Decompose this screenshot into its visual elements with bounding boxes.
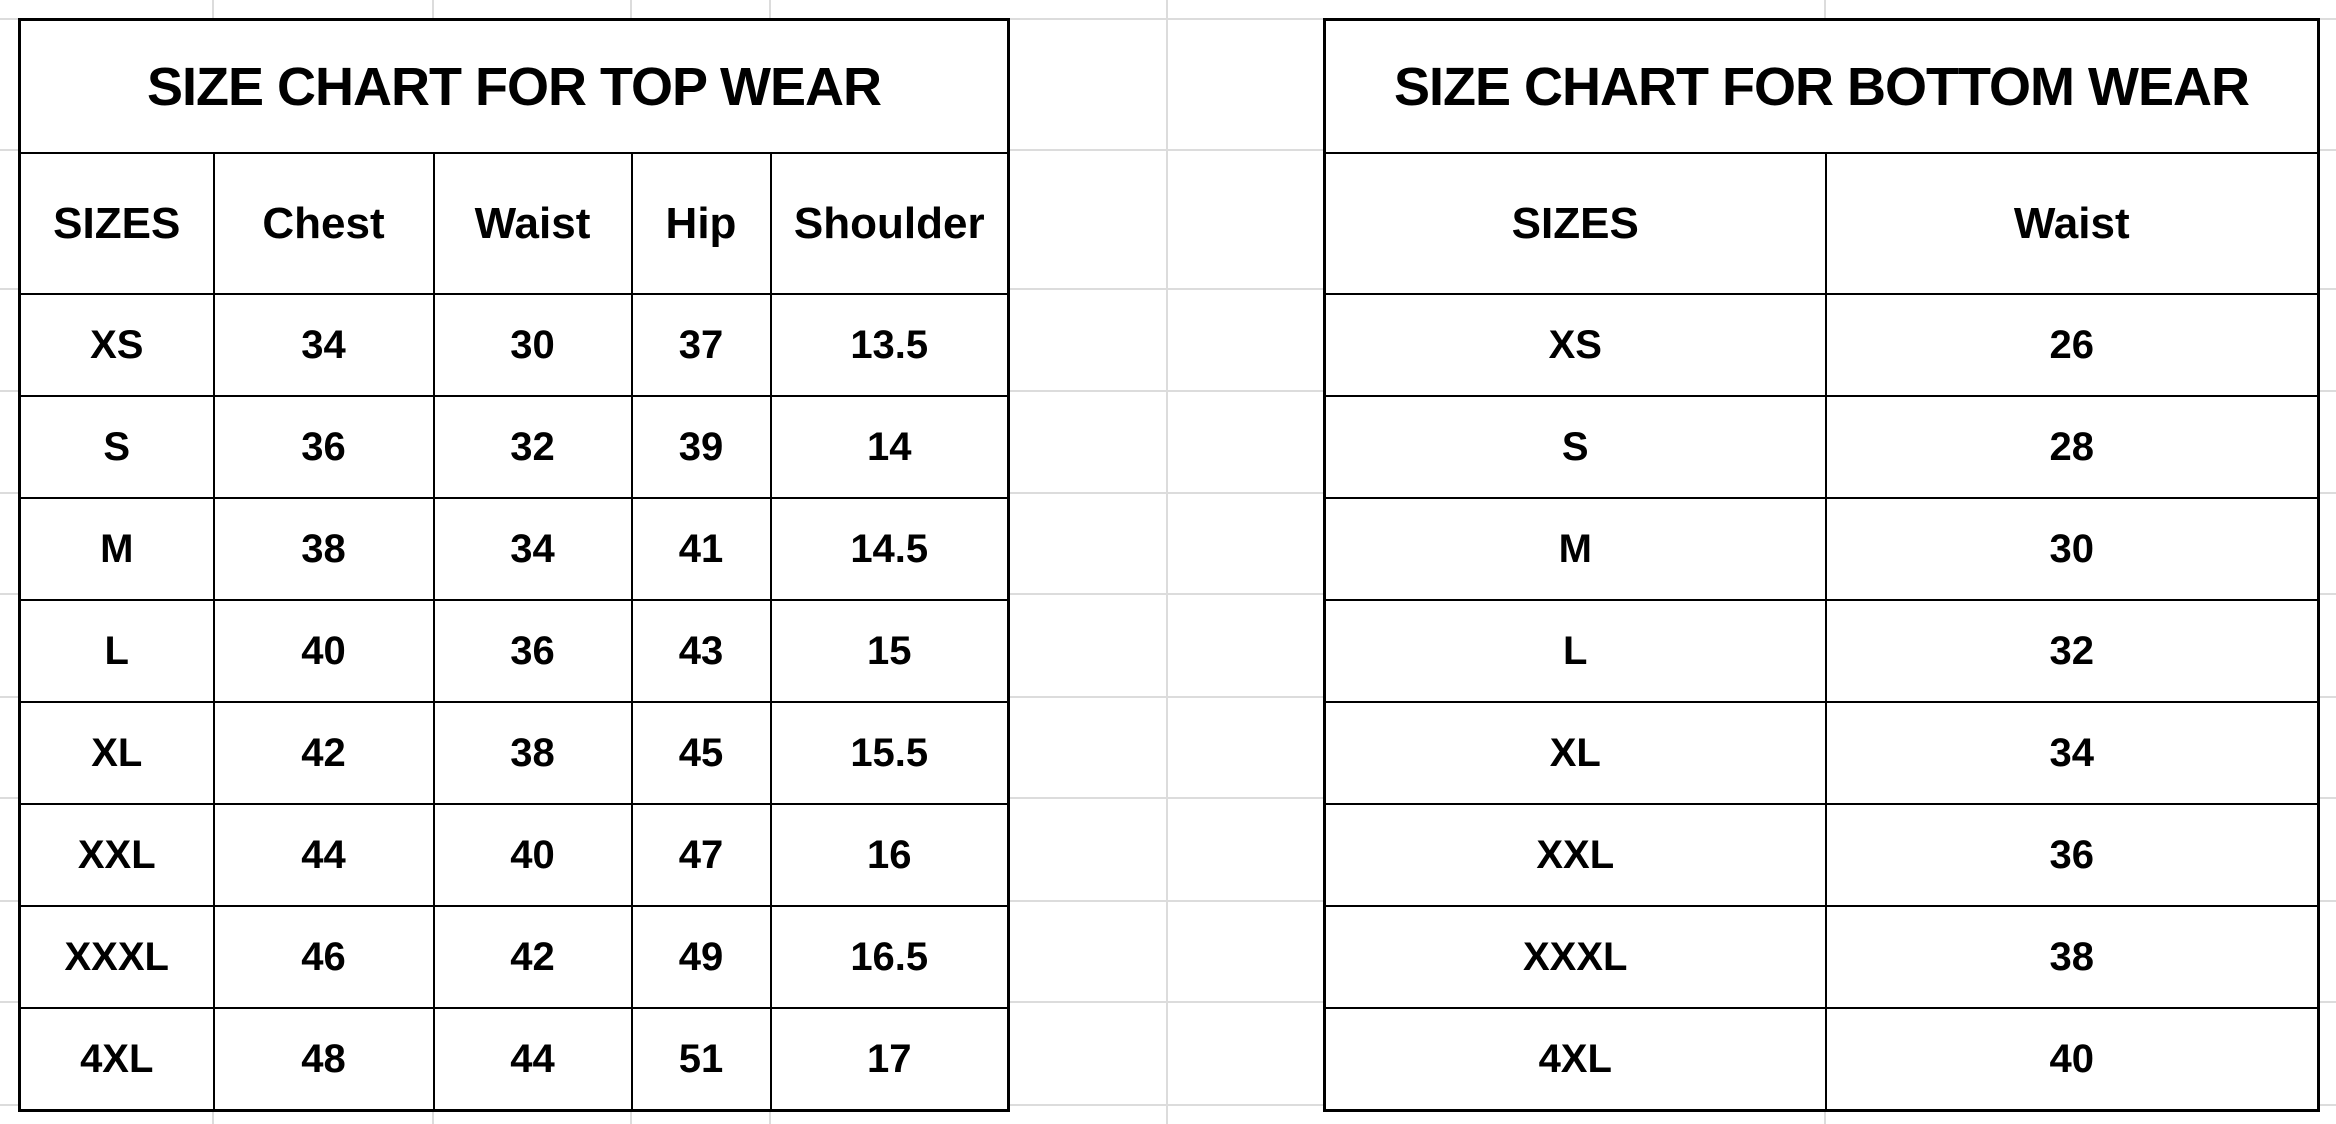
measurement-cell: 38	[212, 497, 435, 601]
gridline	[0, 797, 2336, 799]
table-row: M 38 34 41 14.5	[18, 497, 1010, 601]
size-cell: M	[18, 497, 215, 601]
gridline	[0, 1104, 2336, 1106]
gridline	[0, 492, 2336, 494]
size-cell: S	[18, 395, 215, 499]
measurement-cell: 44	[212, 803, 435, 907]
table-row: XL 34	[1323, 701, 2320, 805]
measurement-cell: 32	[1824, 599, 2320, 703]
size-cell: XS	[18, 293, 215, 397]
measurement-cell: 34	[1824, 701, 2320, 805]
measurement-cell: 39	[630, 395, 772, 499]
size-cell: XL	[18, 701, 215, 805]
measurement-cell: 26	[1824, 293, 2320, 397]
gridline	[0, 390, 2336, 392]
bottom-wear-title-row: SIZE CHART FOR BOTTOM WEAR	[1323, 18, 2320, 154]
size-cell: XS	[1323, 293, 1827, 397]
measurement-cell: 13.5	[769, 293, 1010, 397]
measurement-cell: 28	[1824, 395, 2320, 499]
size-cell: S	[1323, 395, 1827, 499]
measurement-cell: 34	[432, 497, 633, 601]
top-wear-title: SIZE CHART FOR TOP WEAR	[18, 18, 1010, 154]
table-row: XL 42 38 45 15.5	[18, 701, 1010, 805]
bottom-wear-title: SIZE CHART FOR BOTTOM WEAR	[1323, 18, 2320, 154]
table-row: 4XL 48 44 51 17	[18, 1007, 1010, 1112]
measurement-cell: 41	[630, 497, 772, 601]
measurement-cell: 40	[1824, 1007, 2320, 1112]
measurement-cell: 46	[212, 905, 435, 1009]
bottom-wear-size-chart: SIZE CHART FOR BOTTOM WEAR SIZES Waist XS 26…	[1323, 18, 2320, 1112]
gridline	[0, 900, 2336, 902]
bottom-wear-header-row: SIZES Waist	[1323, 152, 2320, 295]
measurement-cell: 16.5	[769, 905, 1010, 1009]
gridline	[0, 288, 2336, 290]
measurement-cell: 34	[212, 293, 435, 397]
size-cell: L	[1323, 599, 1827, 703]
size-cell: XXXL	[1323, 905, 1827, 1009]
column-header: Shoulder	[769, 152, 1010, 295]
table-row: XS 26	[1323, 293, 2320, 397]
table-row: XXXL 38	[1323, 905, 2320, 1009]
measurement-cell: 47	[630, 803, 772, 907]
column-header: Hip	[630, 152, 772, 295]
measurement-cell: 38	[432, 701, 633, 805]
top-wear-title-row: SIZE CHART FOR TOP WEAR	[18, 18, 1010, 154]
measurement-cell: 14	[769, 395, 1010, 499]
measurement-cell: 45	[630, 701, 772, 805]
top-wear-header-row: SIZES Chest Waist Hip Shoulder	[18, 152, 1010, 295]
measurement-cell: 44	[432, 1007, 633, 1112]
measurement-cell: 17	[769, 1007, 1010, 1112]
gridline	[0, 18, 2336, 20]
measurement-cell: 36	[432, 599, 633, 703]
measurement-cell: 42	[432, 905, 633, 1009]
measurement-cell: 30	[1824, 497, 2320, 601]
measurement-cell: 38	[1824, 905, 2320, 1009]
column-header: Waist	[432, 152, 633, 295]
measurement-cell: 40	[432, 803, 633, 907]
size-cell: XXXL	[18, 905, 215, 1009]
table-row: S 36 32 39 14	[18, 395, 1010, 499]
table-row: XXXL 46 42 49 16.5	[18, 905, 1010, 1009]
size-cell: 4XL	[18, 1007, 215, 1112]
measurement-cell: 49	[630, 905, 772, 1009]
table-row: L 32	[1323, 599, 2320, 703]
table-row: L 40 36 43 15	[18, 599, 1010, 703]
measurement-cell: 51	[630, 1007, 772, 1112]
table-row: 4XL 40	[1323, 1007, 2320, 1112]
size-cell: XXL	[18, 803, 215, 907]
measurement-cell: 36	[212, 395, 435, 499]
gridline	[1166, 0, 1168, 1124]
measurement-cell: 43	[630, 599, 772, 703]
table-row: S 28	[1323, 395, 2320, 499]
column-header: Waist	[1824, 152, 2320, 295]
measurement-cell: 30	[432, 293, 633, 397]
measurement-cell: 48	[212, 1007, 435, 1112]
measurement-cell: 42	[212, 701, 435, 805]
gridline	[0, 696, 2336, 698]
size-cell: XXL	[1323, 803, 1827, 907]
gridline	[0, 593, 2336, 595]
size-cell: XL	[1323, 701, 1827, 805]
gridline	[0, 1001, 2336, 1003]
table-row: XXL 36	[1323, 803, 2320, 907]
size-cell: M	[1323, 497, 1827, 601]
table-row: XXL 44 40 47 16	[18, 803, 1010, 907]
top-wear-size-chart: SIZE CHART FOR TOP WEAR SIZES Chest Waist Hi…	[18, 18, 1010, 1112]
measurement-cell: 36	[1824, 803, 2320, 907]
measurement-cell: 40	[212, 599, 435, 703]
size-cell: 4XL	[1323, 1007, 1827, 1112]
measurement-cell: 16	[769, 803, 1010, 907]
column-header: Chest	[212, 152, 435, 295]
measurement-cell: 32	[432, 395, 633, 499]
measurement-cell: 15.5	[769, 701, 1010, 805]
measurement-cell: 15	[769, 599, 1010, 703]
size-cell: L	[18, 599, 215, 703]
column-header: SIZES	[18, 152, 215, 295]
gridline	[0, 149, 2336, 151]
measurement-cell: 14.5	[769, 497, 1010, 601]
table-row: M 30	[1323, 497, 2320, 601]
table-row: XS 34 30 37 13.5	[18, 293, 1010, 397]
measurement-cell: 37	[630, 293, 772, 397]
column-header: SIZES	[1323, 152, 1827, 295]
